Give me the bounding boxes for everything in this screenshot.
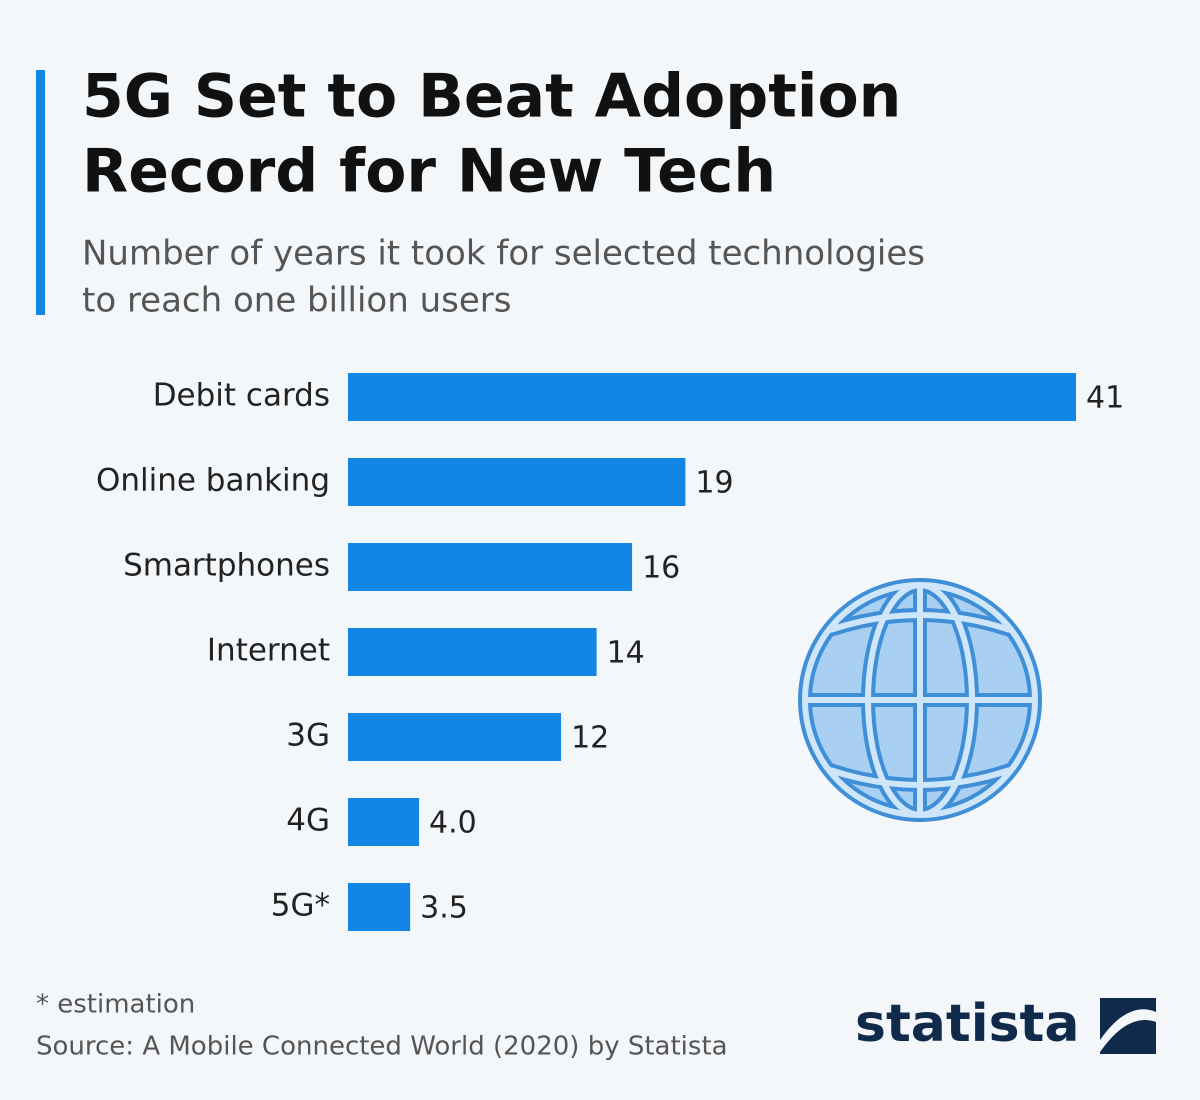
value-label: 41 — [1086, 381, 1124, 416]
value-label: 19 — [695, 466, 733, 501]
category-label: Debit cards — [153, 378, 330, 414]
brand-logo: statista — [855, 994, 1079, 1054]
category-label: 3G — [286, 718, 330, 754]
chart-subtitle: to reach one billion users — [82, 281, 511, 321]
chart-subtitle: Number of years it took for selected tec… — [82, 234, 925, 274]
source: Source: A Mobile Connected World (2020) … — [36, 1032, 728, 1062]
category-label: 5G* — [271, 888, 330, 924]
chart-title: 5G Set to Beat Adoption — [82, 62, 901, 132]
bar — [348, 713, 562, 761]
category-label: 4G — [286, 803, 330, 839]
brand-icon — [1100, 998, 1156, 1054]
value-label: 12 — [571, 721, 609, 756]
category-label: Smartphones — [123, 548, 330, 584]
value-label: 14 — [607, 636, 645, 671]
bar — [348, 458, 686, 506]
accent-bar — [36, 70, 45, 315]
bar — [348, 798, 420, 846]
footnote: * estimation — [36, 990, 195, 1020]
value-label: 4.0 — [429, 806, 477, 841]
bar — [348, 373, 1076, 421]
bar — [348, 883, 411, 931]
value-label: 16 — [642, 551, 680, 586]
chart-title: Record for New Tech — [82, 137, 776, 207]
category-label: Internet — [207, 633, 330, 669]
value-label: 3.5 — [420, 891, 468, 926]
bar — [348, 543, 633, 591]
bar — [348, 628, 597, 676]
category-label: Online banking — [96, 463, 330, 499]
globe-icon-inner — [802, 582, 1038, 818]
